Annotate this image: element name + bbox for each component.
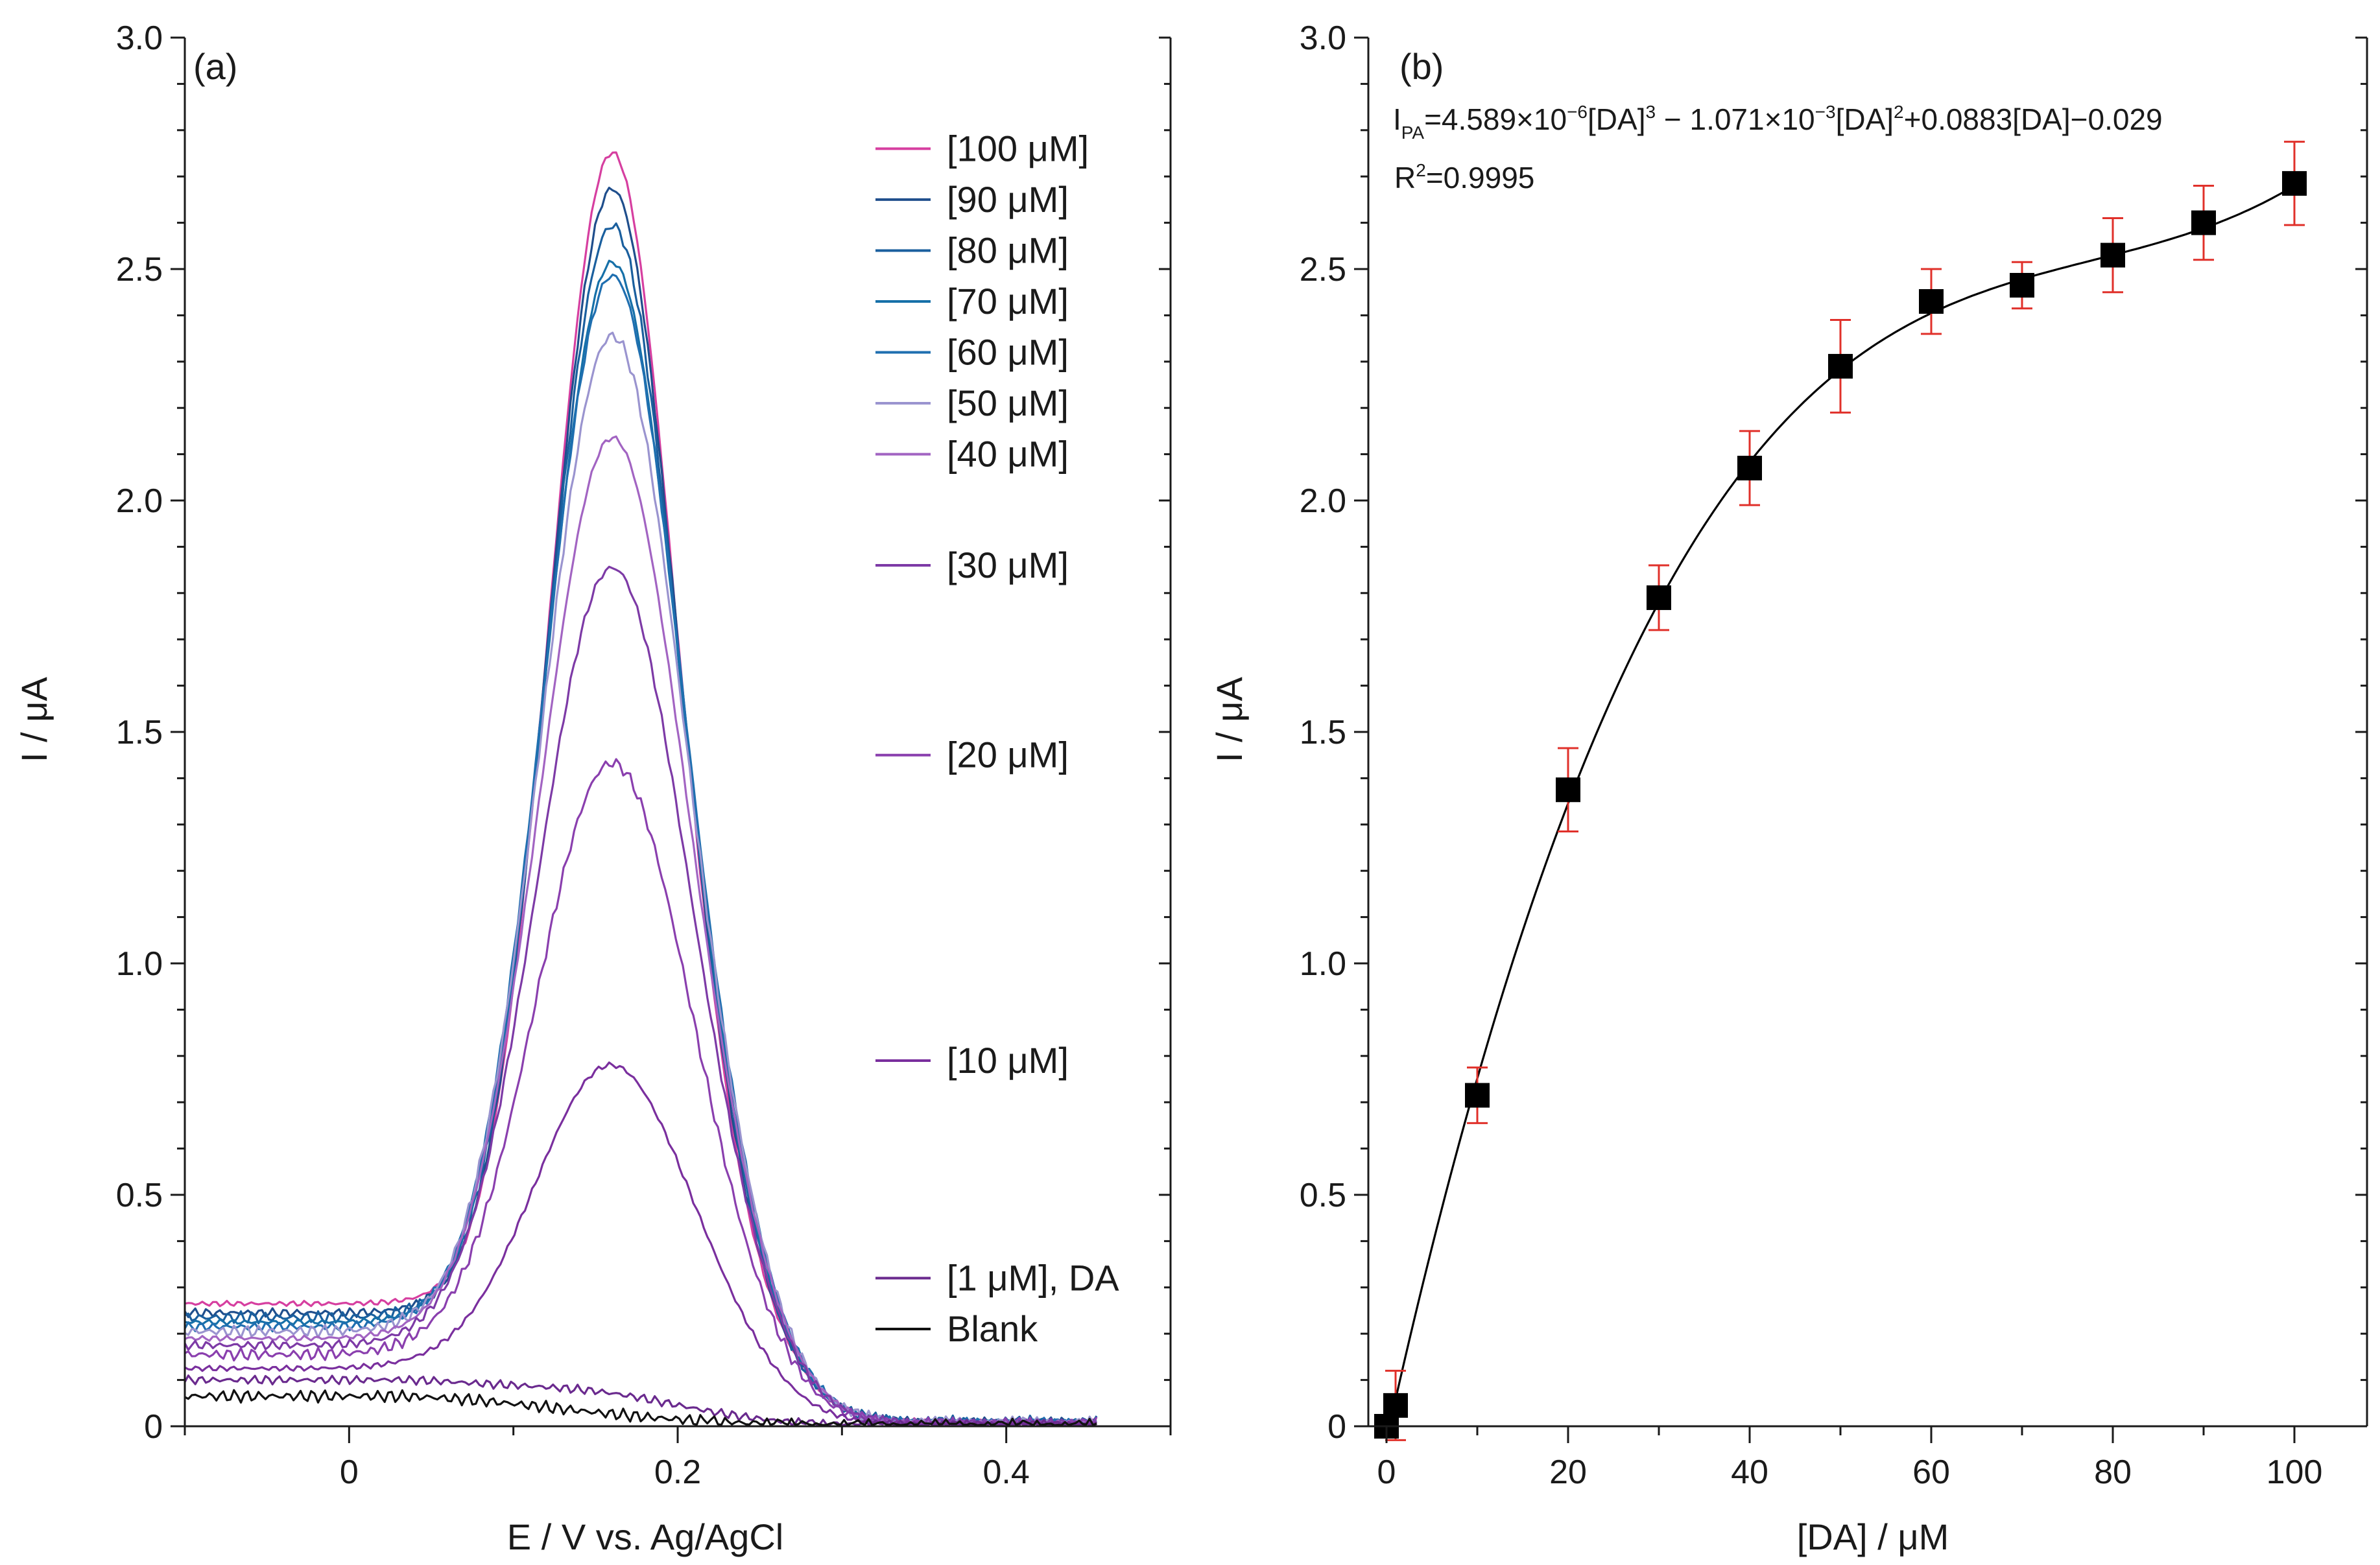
voltammogram-curve-5 [184, 331, 1097, 1427]
data-point-7 [1919, 288, 1944, 314]
fit-equation: IPA=4.589×10−6[DA]3 − 1.071×10−3[DA]2+0.… [1393, 102, 2163, 143]
panel-b-y-tick-label: 2.0 [1300, 482, 1346, 520]
legend-label-8: [20 μM] [947, 735, 1069, 775]
panel-b-x-tick-label: 80 [2094, 1453, 2132, 1491]
eq-lhs-subscript: PA [1401, 123, 1425, 143]
legend-label-10: [1 μM], DA [947, 1258, 1119, 1299]
data-point-10 [2191, 210, 2216, 235]
panel-b-y-axis-title: I / μA [1209, 676, 1250, 762]
panel-b-x-tick-label: 40 [1731, 1453, 1768, 1491]
panel-b-y-tick-label: 2.5 [1300, 251, 1346, 288]
panel-a-x-axis-title: E / V vs. Ag/AgCl [507, 1516, 783, 1557]
panel-a-y-axis-title: I / μA [14, 676, 54, 762]
legend-label-5: [50 μM] [947, 382, 1069, 423]
data-point-5 [1737, 456, 1762, 481]
data-point-8 [2010, 272, 2034, 298]
panel-a-label: (a) [193, 46, 237, 87]
eq-part2: [DA] [1588, 102, 1645, 136]
data-point-11 [2282, 171, 2307, 196]
legend-label-7: [30 μM] [947, 545, 1069, 585]
panel-a-x-tick-label: 0.2 [654, 1453, 701, 1491]
panel-a-y-tick-label: 2.0 [116, 482, 163, 520]
eq-lhs: I [1393, 102, 1401, 136]
panel-b-x-tick-label: 60 [1912, 1453, 1950, 1491]
panel-b-calibration: 0 0.5 1.0 1.5 2.0 2.5 3.0 0 20 40 60 80 100 (b) IPA=… [1209, 19, 2368, 1557]
panel-b-data-points [1374, 171, 2307, 1439]
data-point-3 [1556, 777, 1580, 803]
panel-b-x-tick-label: 20 [1549, 1453, 1587, 1491]
panel-a-y-tick-label: 0.5 [116, 1177, 163, 1214]
legend-label-0: [100 μM] [947, 128, 1089, 169]
eq-part1: =4.589×10 [1424, 102, 1567, 136]
legend-label-3: [70 μM] [947, 281, 1069, 322]
panel-b-y-tick-label: 1.0 [1300, 945, 1346, 983]
eq-exp2: −3 [1815, 102, 1836, 122]
legend-label-2: [80 μM] [947, 229, 1069, 270]
legend-label-6: [40 μM] [947, 434, 1069, 475]
panel-a-axes: 0 0.5 1.0 1.5 2.0 2.5 3.0 0 0.2 0.4 [116, 19, 1172, 1491]
data-point-2 [1465, 1083, 1490, 1108]
panel-b-y-tick-label: 0 [1327, 1408, 1346, 1446]
r2-lhs: R [1394, 161, 1416, 194]
voltammogram-curve-10 [184, 1374, 1098, 1427]
panel-b-axes: 0 0.5 1.0 1.5 2.0 2.5 3.0 0 20 40 60 80 100 [1300, 19, 2368, 1491]
panel-a-y-tick-label: 1.0 [116, 945, 163, 983]
panel-b-y-tick-label: 0.5 [1300, 1177, 1346, 1214]
legend-label-11: Blank [947, 1308, 1038, 1349]
panel-a-voltammogram: [100 μM] [90 μM] [80 μM] [70 μM] [60 μM] [50 … [14, 19, 1172, 1557]
r-squared: R2=0.9995 [1394, 160, 1534, 194]
data-point-9 [2100, 242, 2125, 268]
data-point-4 [1647, 585, 1671, 610]
eq-part3: − 1.071×10 [1656, 102, 1815, 136]
data-point-6 [1828, 353, 1853, 379]
panel-b-y-tick-label: 3.0 [1300, 19, 1346, 57]
eq-part4: [DA] [1836, 102, 1894, 136]
panel-b-label: (b) [1399, 46, 1444, 87]
legend-label-1: [90 μM] [947, 179, 1069, 220]
panel-b-x-axis-title: [DA] / μM [1797, 1516, 1949, 1557]
eq-pow2: 2 [1894, 102, 1904, 122]
panel-a-y-tick-label: 3.0 [116, 19, 163, 57]
panel-a-y-tick-label: 0 [144, 1408, 163, 1446]
voltammogram-curve-11 [184, 1389, 1097, 1427]
panel-a-legend: [100 μM] [90 μM] [80 μM] [70 μM] [60 μM] [50 … [875, 128, 1119, 1349]
eq-exp1: −6 [1567, 102, 1588, 122]
r2-value: =0.9995 [1426, 161, 1535, 194]
data-point-1 [1383, 1393, 1408, 1418]
legend-label-9: [10 μM] [947, 1040, 1069, 1081]
legend-label-4: [60 μM] [947, 332, 1069, 373]
panel-b-x-tick-label: 0 [1377, 1453, 1396, 1491]
panel-b-y-tick-label: 1.5 [1300, 714, 1346, 751]
eq-pow3: 3 [1645, 102, 1656, 122]
panel-a-curves [184, 151, 1098, 1427]
panel-a-y-tick-label: 2.5 [116, 251, 163, 288]
panel-a-x-tick-label: 0 [340, 1453, 359, 1491]
panel-b-x-tick-label: 100 [2267, 1453, 2323, 1491]
panel-a-y-tick-label: 1.5 [116, 714, 163, 751]
r2-superscript: 2 [1416, 160, 1426, 180]
panel-a-x-tick-label: 0.4 [983, 1453, 1030, 1491]
eq-part5: +0.0883[DA]−0.029 [1904, 102, 2163, 136]
